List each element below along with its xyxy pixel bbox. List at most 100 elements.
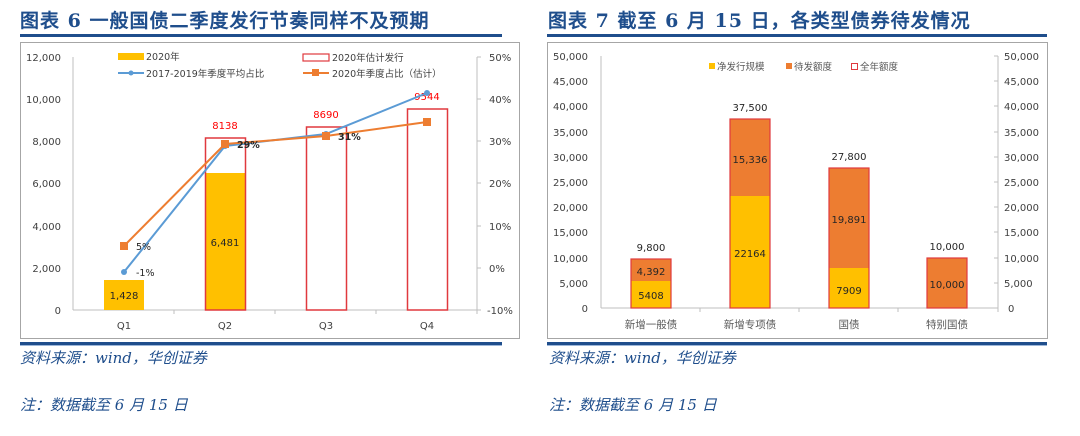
figure-6-bottom-rule <box>20 342 502 346</box>
svg-text:-1%: -1% <box>136 268 155 279</box>
svg-text:5%: 5% <box>136 242 151 253</box>
bar-2020-q1 <box>104 280 144 310</box>
svg-text:10,000: 10,000 <box>1004 254 1039 265</box>
svg-text:29%: 29% <box>237 140 260 151</box>
line-value-labels: -1% 5% 29% 31% <box>136 132 361 279</box>
svg-text:12,000: 12,000 <box>26 53 61 64</box>
left-y-tick-labels: 0 5,000 10,000 15,000 20,000 25,000 30,0… <box>553 52 588 315</box>
bar-net-treasury <box>829 268 869 308</box>
svg-text:9544: 9544 <box>414 92 439 103</box>
svg-text:20%: 20% <box>489 179 511 190</box>
figure-6-source: 资料来源：wind，华创证券 <box>20 349 207 367</box>
svg-text:31%: 31% <box>338 132 361 143</box>
stack-value-labels: 5408 4,392 22164 15,336 7909 19,891 10,0… <box>637 155 965 302</box>
figure-7-bottom-rule <box>547 342 1047 346</box>
legend-label-estimate: 2020年估计发行 <box>332 52 404 64</box>
bar-2020-q2 <box>205 173 245 310</box>
svg-text:27,800: 27,800 <box>832 152 867 163</box>
svg-text:4,392: 4,392 <box>637 267 666 278</box>
svg-text:Q3: Q3 <box>319 321 333 332</box>
figure-7-legend: 净发行规模 待发额度 全年额度 <box>709 61 899 73</box>
svg-text:50%: 50% <box>489 53 511 64</box>
bar-pending-general <box>631 259 671 281</box>
svg-text:8,000: 8,000 <box>32 137 61 148</box>
svg-text:30,000: 30,000 <box>553 153 588 164</box>
figure-6-title: 图表 6 一般国债二季度发行节奏同样不及预期 <box>20 10 430 32</box>
legend-label-2020-share: 2020年季度占比（估计） <box>332 68 442 80</box>
svg-text:40,000: 40,000 <box>553 102 588 113</box>
figure-6-chart: 0 2,000 4,000 6,000 8,000 10,000 12,000 … <box>20 42 520 339</box>
figure-7-chart: 0 5,000 10,000 15,000 20,000 25,000 30,0… <box>547 42 1048 339</box>
svg-text:8138: 8138 <box>212 121 237 132</box>
svg-text:国债: 国债 <box>839 318 860 331</box>
svg-text:20,000: 20,000 <box>553 203 588 214</box>
svg-text:20,000: 20,000 <box>1004 203 1039 214</box>
figure-7-source: 资料来源：wind，华创证券 <box>549 349 736 367</box>
svg-text:37,500: 37,500 <box>733 103 768 114</box>
bar-net-general <box>631 281 671 308</box>
legend-label-avg: 2017-2019年季度平均占比 <box>146 68 264 80</box>
left-y-tick-labels: 0 2,000 4,000 6,000 8,000 10,000 12,000 <box>26 53 61 317</box>
svg-text:5408: 5408 <box>638 291 663 302</box>
svg-text:0: 0 <box>582 304 588 315</box>
figure-7-note: 注：数据截至 6 月 15 日 <box>549 396 717 414</box>
legend-swatch-net <box>709 63 715 69</box>
svg-text:45,000: 45,000 <box>553 77 588 88</box>
figure-7-top-rule <box>547 34 1047 37</box>
svg-text:新增一般债: 新增一般债 <box>625 318 678 331</box>
svg-text:8690: 8690 <box>313 110 338 121</box>
legend-label-pending: 待发额度 <box>794 61 833 73</box>
svg-text:9,800: 9,800 <box>637 243 666 254</box>
svg-text:Q4: Q4 <box>420 321 434 332</box>
legend-swatch-full-year <box>851 63 858 70</box>
svg-text:50,000: 50,000 <box>553 52 588 63</box>
svg-text:2,000: 2,000 <box>32 264 61 275</box>
legend-swatch-2020 <box>118 53 144 60</box>
svg-text:新增专项债: 新增专项债 <box>724 318 777 331</box>
legend-label-net: 净发行规模 <box>717 61 765 73</box>
bar-pending-special-treasury <box>927 258 967 308</box>
bar-net-special <box>730 196 770 308</box>
line-2017-2019-avg <box>123 92 428 273</box>
legend-swatch-pending <box>786 63 792 69</box>
line-2020-markers <box>120 118 431 250</box>
total-value-labels: 9,800 37,500 27,800 10,000 <box>637 103 965 254</box>
svg-text:30,000: 30,000 <box>1004 153 1039 164</box>
svg-text:15,336: 15,336 <box>733 155 768 166</box>
x-ticks <box>699 308 999 312</box>
svg-text:40,000: 40,000 <box>1004 102 1039 113</box>
right-y-tick-labels: -10% 0% 10% 20% 30% 40% 50% <box>487 53 513 317</box>
right-y-tick-labels: 0 5,000 10,000 15,000 20,000 25,000 30,0… <box>1004 52 1039 315</box>
right-y-ticks <box>477 56 481 311</box>
svg-text:25,000: 25,000 <box>1004 178 1039 189</box>
figure-6-note: 注：数据截至 6 月 15 日 <box>20 396 188 414</box>
x-category-labels: Q1 Q2 Q3 Q4 <box>117 321 434 332</box>
legend-label-full-year: 全年额度 <box>860 61 899 73</box>
svg-text:0: 0 <box>1008 304 1014 315</box>
figure-7-title: 图表 7 截至 6 月 15 日，各类型债券待发情况 <box>548 10 971 32</box>
outline-estimate-q4 <box>406 108 449 311</box>
legend-label-2020: 2020年 <box>146 51 180 63</box>
svg-text:15,000: 15,000 <box>553 228 588 239</box>
svg-text:10,000: 10,000 <box>553 254 588 265</box>
svg-text:4,000: 4,000 <box>32 222 61 233</box>
svg-text:6,000: 6,000 <box>32 179 61 190</box>
svg-text:Q2: Q2 <box>218 321 232 332</box>
figure-7-svg: 0 5,000 10,000 15,000 20,000 25,000 30,0… <box>553 52 1039 331</box>
line-2020-estimate <box>123 121 428 247</box>
svg-text:5,000: 5,000 <box>1004 279 1033 290</box>
svg-text:50,000: 50,000 <box>1004 52 1039 63</box>
svg-text:7909: 7909 <box>836 286 861 297</box>
figure-6-top-rule <box>20 34 502 37</box>
svg-text:35,000: 35,000 <box>553 128 588 139</box>
full-year-outlines <box>630 118 968 309</box>
svg-text:-10%: -10% <box>487 306 513 317</box>
line-2017-2019-markers <box>121 90 430 275</box>
svg-text:25,000: 25,000 <box>553 178 588 189</box>
svg-text:15,000: 15,000 <box>1004 228 1039 239</box>
outline-estimate-q3 <box>305 126 348 311</box>
svg-text:10,000: 10,000 <box>930 242 965 253</box>
right-y-ticks <box>994 55 998 309</box>
svg-text:35,000: 35,000 <box>1004 128 1039 139</box>
svg-text:22164: 22164 <box>734 249 766 260</box>
